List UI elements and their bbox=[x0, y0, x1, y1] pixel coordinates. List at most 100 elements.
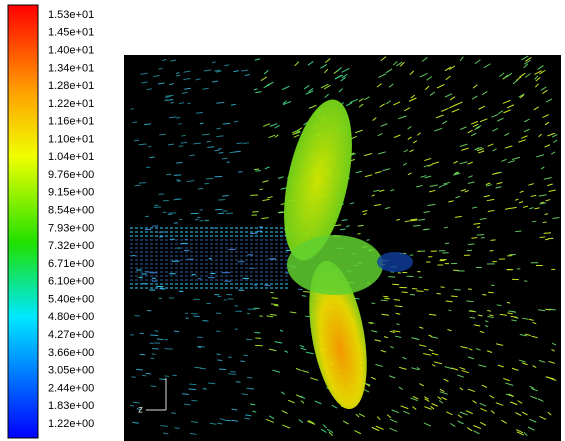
vector bbox=[340, 229, 345, 230]
colorbar bbox=[8, 5, 38, 438]
vector bbox=[214, 150, 219, 151]
vector bbox=[166, 174, 171, 175]
vector bbox=[219, 153, 223, 154]
vector bbox=[159, 379, 166, 380]
vector bbox=[132, 377, 136, 378]
vector bbox=[488, 292, 494, 293]
cfd-view: 1.53e+011.45e+011.40e+011.34e+011.28e+01… bbox=[0, 0, 565, 441]
vector bbox=[148, 146, 151, 147]
colorbar-label: 2.44e+00 bbox=[48, 382, 94, 394]
vector bbox=[402, 292, 408, 293]
vector bbox=[238, 172, 243, 173]
vector bbox=[384, 298, 390, 299]
vector bbox=[217, 360, 222, 361]
vector bbox=[230, 371, 235, 372]
vector bbox=[217, 354, 221, 355]
colorbar-label: 5.40e+00 bbox=[48, 293, 94, 305]
vector bbox=[140, 354, 145, 355]
vector bbox=[477, 235, 484, 236]
vector bbox=[482, 294, 486, 295]
vector bbox=[214, 176, 222, 177]
colorbar-label: 1.34e+01 bbox=[48, 62, 94, 74]
colorbar-label: 1.83e+00 bbox=[48, 400, 94, 412]
vector bbox=[272, 298, 278, 299]
vector bbox=[208, 383, 215, 384]
vector bbox=[381, 300, 388, 301]
colorbar-label: 7.32e+00 bbox=[48, 240, 94, 252]
colorbar-labels: 1.53e+011.45e+011.40e+011.34e+011.28e+01… bbox=[48, 9, 94, 430]
vector bbox=[142, 375, 146, 376]
vector bbox=[172, 375, 177, 376]
colorbar-label: 3.66e+00 bbox=[48, 347, 94, 359]
vector bbox=[451, 296, 458, 297]
colorbar-label: 1.22e+00 bbox=[48, 418, 94, 430]
vector bbox=[174, 175, 181, 176]
colorbar-label: 1.28e+01 bbox=[48, 80, 94, 92]
vector bbox=[176, 180, 179, 181]
vector bbox=[254, 169, 259, 170]
vector bbox=[176, 163, 182, 164]
vector bbox=[207, 147, 214, 148]
vector bbox=[270, 292, 273, 293]
colorbar-label: 9.76e+00 bbox=[48, 169, 94, 181]
hub-tip bbox=[377, 252, 413, 272]
vector bbox=[219, 369, 226, 370]
vector bbox=[165, 349, 173, 350]
vector bbox=[152, 349, 159, 350]
vector bbox=[247, 377, 252, 378]
vector bbox=[240, 361, 244, 362]
vector bbox=[471, 238, 477, 239]
vector bbox=[222, 158, 228, 159]
vector bbox=[228, 357, 231, 358]
vector bbox=[136, 369, 143, 370]
vector bbox=[466, 301, 473, 302]
colorbar-label: 1.04e+01 bbox=[48, 151, 94, 163]
vector bbox=[416, 291, 423, 292]
colorbar-label: 1.16e+01 bbox=[48, 116, 94, 128]
vector bbox=[383, 296, 388, 297]
vector bbox=[230, 152, 236, 153]
vector bbox=[410, 294, 415, 295]
vector bbox=[515, 231, 521, 232]
colorbar-label: 7.93e+00 bbox=[48, 222, 94, 234]
vector bbox=[481, 238, 485, 239]
vector bbox=[540, 237, 546, 238]
colorbar-label: 9.15e+00 bbox=[48, 187, 94, 199]
vector bbox=[544, 233, 551, 234]
vector bbox=[303, 292, 310, 293]
vector bbox=[146, 167, 150, 168]
vector bbox=[190, 155, 195, 156]
vector bbox=[236, 382, 241, 383]
vector bbox=[151, 358, 155, 359]
vector bbox=[436, 293, 440, 294]
vector bbox=[423, 229, 428, 230]
hub bbox=[287, 235, 383, 295]
vector bbox=[177, 181, 180, 182]
vector bbox=[548, 238, 554, 239]
vector bbox=[146, 373, 151, 374]
colorbar-label: 6.71e+00 bbox=[48, 258, 94, 270]
colorbar-label: 6.10e+00 bbox=[48, 276, 94, 288]
vector bbox=[228, 374, 236, 375]
colorbar-label: 4.27e+00 bbox=[48, 329, 94, 341]
vector bbox=[179, 146, 184, 147]
colorbar-label: 3.05e+00 bbox=[48, 365, 94, 377]
vector bbox=[302, 296, 306, 297]
vector bbox=[227, 162, 230, 163]
vector bbox=[206, 179, 213, 180]
vector bbox=[200, 368, 206, 369]
vector bbox=[218, 149, 222, 150]
vector bbox=[255, 171, 261, 172]
colorbar-label: 4.80e+00 bbox=[48, 311, 94, 323]
colorbar-label: 8.54e+00 bbox=[48, 205, 94, 217]
colorbar-label: 1.40e+01 bbox=[48, 44, 94, 56]
vector bbox=[358, 234, 361, 235]
vector bbox=[243, 355, 248, 356]
colorbar-label: 1.22e+01 bbox=[48, 98, 94, 110]
axis-label: z bbox=[138, 405, 143, 416]
vector bbox=[165, 376, 169, 377]
colorbar-label: 1.53e+01 bbox=[48, 9, 94, 21]
vector bbox=[394, 300, 400, 301]
colorbar-label: 1.10e+01 bbox=[48, 133, 94, 145]
vector bbox=[545, 239, 548, 240]
